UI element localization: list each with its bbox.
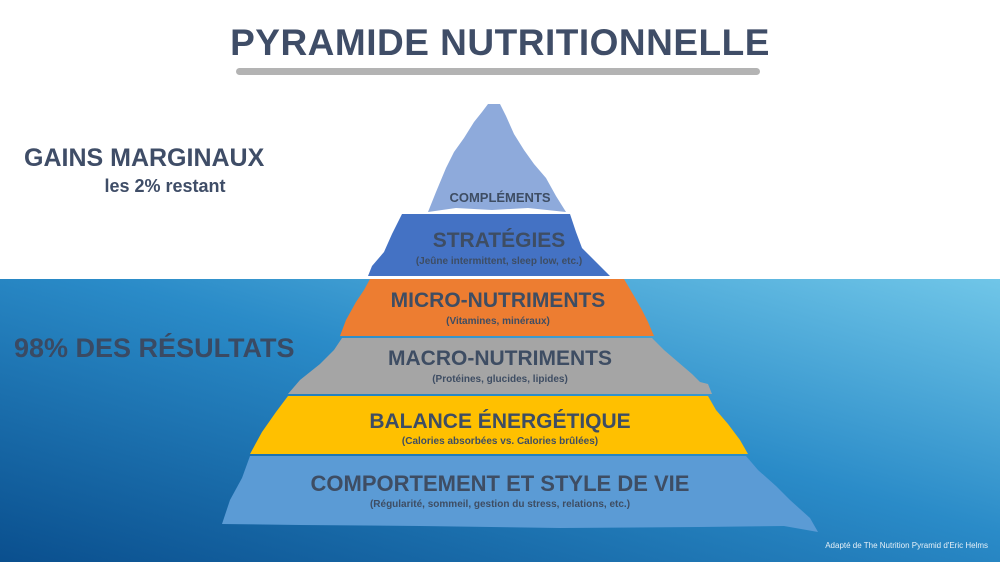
- layer-macro-shape: [288, 338, 712, 394]
- source-credit: Adapté de The Nutrition Pyramid d'Eric H…: [825, 541, 988, 550]
- layer-macro-detail: (Protéines, glucides, lipides): [432, 374, 568, 385]
- layer-macro-label: MACRO-NUTRIMENTS: [388, 347, 612, 370]
- layer-micro-detail: (Vitamines, minéraux): [446, 316, 550, 327]
- layer-balance-detail: (Calories absorbées vs. Calories brûlées…: [401, 436, 599, 447]
- layer-balance-label: BALANCE ÉNERGÉTIQUE: [369, 410, 631, 433]
- layer-strategies-detail: (Jeûne intermittent, sleep low, etc.): [415, 256, 583, 267]
- title-underline: [236, 68, 760, 75]
- gains-marginaux-heading: GAINS MARGINAUX: [24, 144, 265, 172]
- layer-strategies-label: STRATÉGIES: [432, 229, 566, 252]
- layer-comportement-shape: [222, 456, 818, 532]
- page-title: PYRAMIDE NUTRITIONNELLE: [230, 22, 770, 63]
- layer-micro-shape: [340, 279, 654, 336]
- gains-marginaux-subtitle: les 2% restant: [104, 176, 226, 196]
- layer-strategies-shape: [368, 214, 610, 276]
- layer-comportement-label: COMPORTEMENT ET STYLE DE VIE: [310, 471, 690, 496]
- layer-complements-label: COMPLÉMENTS: [449, 190, 551, 205]
- results-label: 98% DES RÉSULTATS: [14, 333, 295, 363]
- layer-comportement-detail: (Régularité, sommeil, gestion du stress,…: [369, 499, 631, 510]
- layer-balance-shape: [250, 396, 748, 454]
- layer-micro-label: MICRO-NUTRIMENTS: [390, 289, 606, 312]
- layer-complements-shape: [428, 104, 566, 212]
